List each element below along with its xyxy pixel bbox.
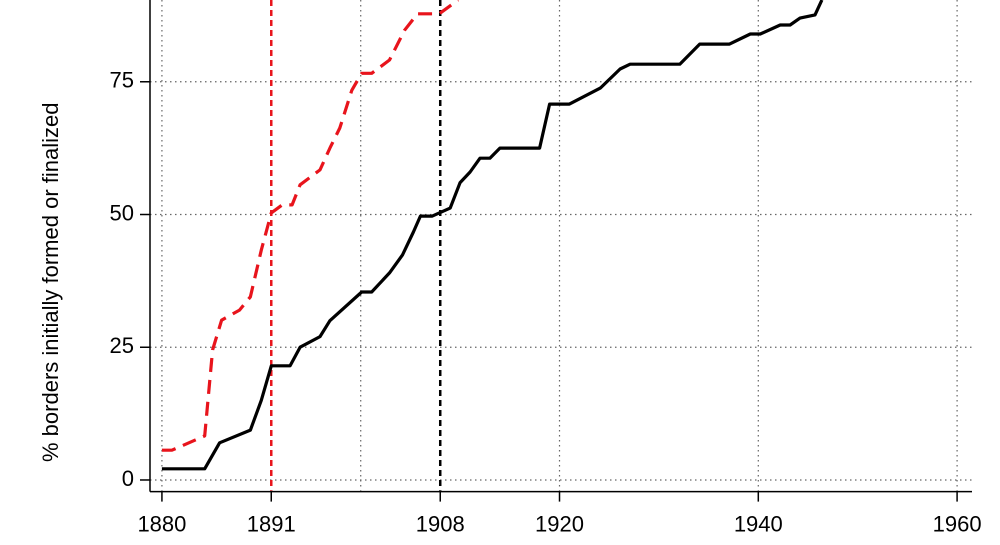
x-tick-label: 1891 — [247, 511, 296, 536]
x-tick-label: 1960 — [933, 511, 982, 536]
plot-area — [150, 0, 972, 491]
x-tick-label: 1940 — [734, 511, 783, 536]
data-line — [161, 0, 460, 452]
y-tick-label: 50 — [110, 200, 134, 225]
data-line — [161, 0, 824, 471]
y-tick-label: 0 — [122, 466, 134, 491]
x-tick-label: 1880 — [137, 511, 186, 536]
y-tick-label: 75 — [110, 68, 134, 93]
x-tick-label: 1908 — [416, 511, 465, 536]
y-tick-label: 25 — [110, 333, 134, 358]
x-tick-label: 1920 — [535, 511, 584, 536]
y-axis-label: % borders initially formed or finalized — [38, 103, 63, 463]
